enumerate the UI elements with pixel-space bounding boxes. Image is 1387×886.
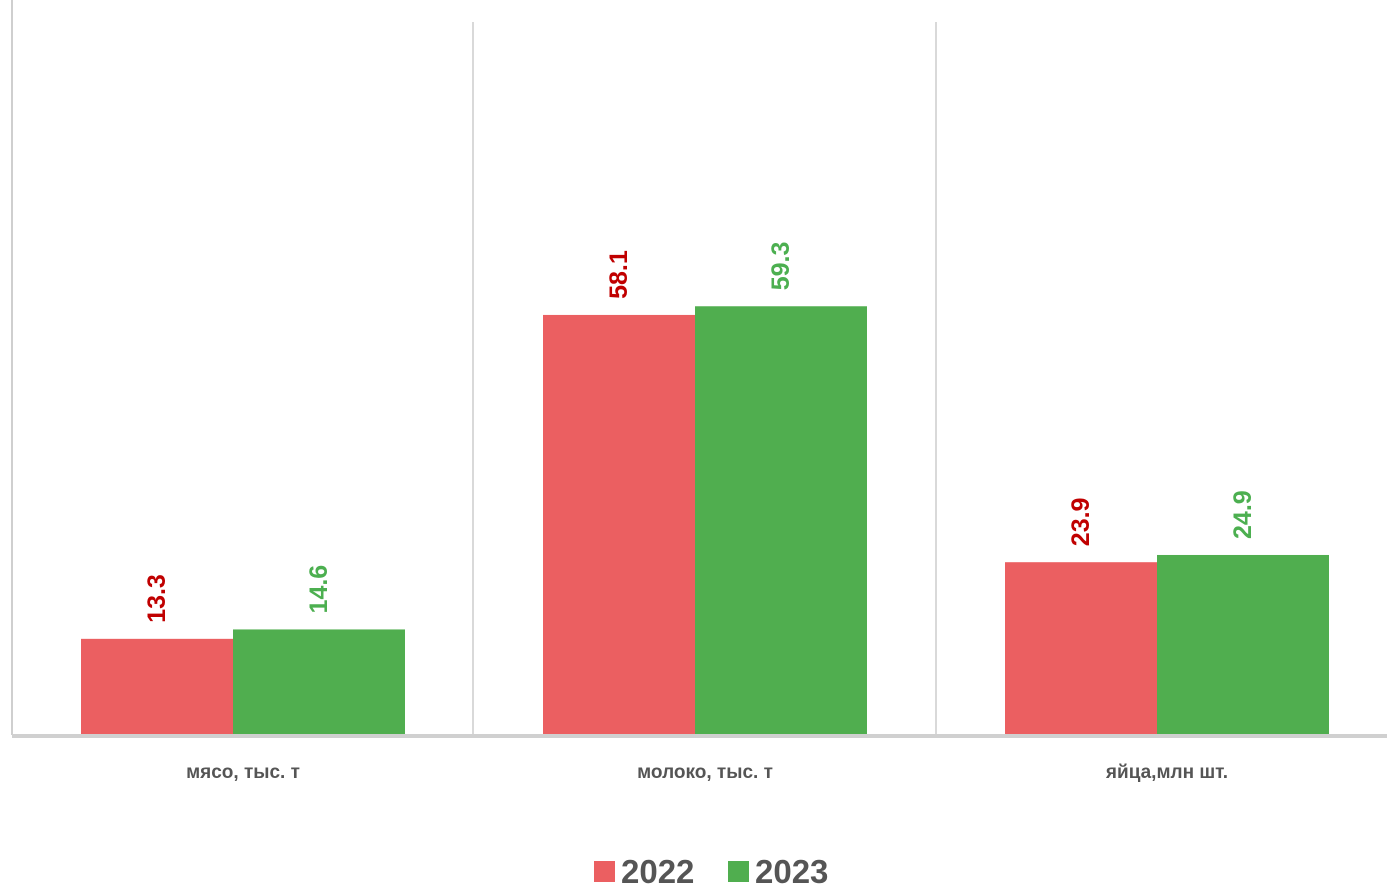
data-label-2023-1: 59.3 [767,242,795,291]
bar-2023-2 [1157,554,1329,735]
bar-2023-0 [233,629,405,735]
category-label-2: яйца,млн шт. [1105,762,1228,783]
legend-swatch-2022 [594,861,615,882]
legend-swatch-2023 [728,861,749,882]
category-separators [472,22,937,735]
bar-2022-0 [81,638,233,735]
data-label-2022-0: 13.3 [143,574,171,623]
bar-2023-1 [695,306,867,735]
legend-label-2023: 2023 [755,853,828,886]
bars-group [81,306,1329,735]
category-label-1: молоко, тыс. т [637,762,773,783]
data-label-2023-0: 14.6 [305,565,333,614]
bar-2022-1 [543,314,695,735]
value-labels-group: 13.3 14.6 58.1 59.3 23.9 24.9 [143,242,1257,623]
data-label-2022-1: 58.1 [605,250,633,299]
axis-group [11,0,1387,738]
legend: 2022 2023 [594,853,828,886]
bar-2022-2 [1005,562,1157,735]
category-labels-group: мясо, тыс. т молоко, тыс. т яйца,млн шт. [186,762,1228,783]
data-label-2023-2: 24.9 [1229,490,1257,539]
legend-label-2022: 2022 [621,853,694,886]
category-label-0: мясо, тыс. т [186,762,300,783]
data-label-2022-2: 23.9 [1067,498,1095,547]
